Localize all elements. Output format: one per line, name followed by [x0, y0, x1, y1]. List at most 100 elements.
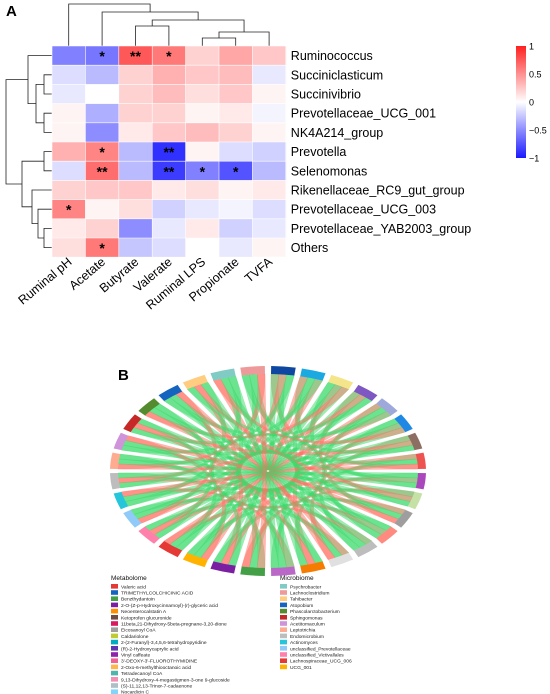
legend-swatch: [280, 627, 287, 632]
legend-swatch: [111, 646, 118, 651]
legend-label: Atopobium: [290, 603, 313, 609]
legend-label: Leptotrichia: [290, 628, 316, 634]
legend-label: Nocardicin C: [121, 690, 149, 694]
legend-label: (R)-2-Hydroxycaprylic acid: [121, 646, 179, 652]
heatmap-cell: [252, 161, 287, 181]
chord-segment: [123, 414, 142, 433]
legend-swatch: [280, 608, 287, 614]
heatmap-cell: [219, 103, 253, 124]
legend-label: Phascolarctobacterium: [290, 609, 340, 615]
heatmap-cell: [118, 218, 153, 239]
row-label: Prevotellaceae_YAB2003_group: [291, 222, 472, 236]
legend-label: Endomicrobium: [290, 634, 324, 640]
heatmap-cell: [185, 122, 220, 143]
heatmap-cell: [252, 180, 287, 200]
metabolome-legend: Metabolome Valeric acidTRIMETHYLCOLCHICIN…: [111, 575, 230, 694]
chord-segment: [394, 509, 413, 528]
legend-label: UCG_001: [290, 665, 312, 671]
dendrogram-branch: [35, 84, 44, 124]
heatmap-cell: [85, 161, 120, 181]
heatmap-cell: [118, 46, 153, 66]
row-label: Prevotellaceae_UCG_001: [291, 107, 436, 121]
heatmap-cell: [152, 103, 186, 124]
row-label: NK4A214_group: [291, 126, 383, 140]
significance-star: *: [99, 144, 105, 160]
heatmap-cell: [219, 84, 253, 104]
legend-label: 2-(2-Furanyl)-3,4,5,6-tetrahydropyridine: [121, 640, 207, 646]
chord-segment: [394, 414, 413, 433]
chord-segment: [407, 432, 423, 451]
heatmap-cell: [85, 65, 120, 85]
legend-swatch: [280, 664, 287, 670]
heatmap-cell: [219, 161, 253, 181]
microbiome-legend: Microbiome PsychrobacterLachnoclostridium…: [280, 575, 352, 671]
legend-label: Tahibacter: [290, 597, 313, 603]
heatmap-cell: [252, 199, 287, 220]
heatmap-cell: [185, 65, 220, 85]
significance-star: *: [99, 240, 105, 256]
heatmap-cell: [152, 46, 186, 66]
heatmap-cell: [219, 199, 253, 220]
legend-label: Vinyl caffeate: [121, 653, 150, 659]
chord-segment: [110, 452, 121, 470]
row-dendrogram: [5, 55, 52, 248]
legend-label: Actinomyces: [290, 640, 318, 646]
legend-swatch: [111, 652, 118, 657]
column-labels: Ruminal pHAcetateButyrateValerateRuminal…: [16, 254, 276, 312]
colorbar-tick-label: 0.5: [529, 70, 542, 80]
significance-star: **: [130, 48, 141, 64]
positive-correlation-link: [130, 435, 411, 515]
significance-star: *: [66, 202, 72, 218]
legend-label: Lachnoclostridium: [290, 591, 329, 597]
chord-links: [117, 373, 419, 569]
chord-segment: [138, 526, 160, 544]
row-label: Selenomonas: [291, 164, 367, 178]
heatmap-panel: * ** ** **** ** * *** RuminococcusSucciniclast…: [5, 3, 547, 312]
heatmap-cell: [52, 218, 86, 239]
chord-segment: [328, 374, 354, 390]
heatmap-cell: [118, 142, 153, 162]
negative-correlation-link: [125, 435, 406, 515]
legend-label: Tetradecanoyl CoA: [121, 671, 163, 677]
positive-correlation-link: [227, 376, 295, 568]
colorbar-scale: [516, 46, 526, 158]
legend-label: Ketoprofen glucuronide: [121, 615, 172, 621]
heatmap-cell: [52, 46, 86, 66]
legend-label: Eicosanoyl CoA: [121, 628, 156, 634]
significance-star: *: [200, 163, 206, 179]
chord-segment: [123, 509, 142, 528]
legend-swatch: [280, 615, 287, 620]
chord-segment: [158, 540, 183, 558]
heatmap-cell: [85, 46, 120, 66]
dendrogram-branch: [68, 3, 151, 46]
legend-label: 2-Oxo-6-methylthiooctanoic acid: [121, 665, 191, 671]
dendrogram-branch: [21, 160, 44, 208]
heatmap-cell: [219, 180, 253, 200]
significance-star: *: [99, 48, 105, 64]
dendrogram-branch: [31, 189, 52, 224]
chord-segment: [210, 368, 236, 381]
heatmap-cell: [252, 65, 287, 85]
heatmap-cell: [85, 84, 120, 104]
dendrogram-branch: [43, 151, 52, 172]
legend-label: Caldariolone: [121, 634, 149, 640]
dendrogram-branch: [43, 112, 52, 133]
colorbar-tick-label: −0.5: [529, 126, 547, 136]
heatmap-cell: [118, 84, 153, 104]
heatmap-cells: [51, 45, 287, 258]
chord-segment: [158, 384, 183, 402]
chord-segment: [353, 384, 378, 402]
chord-segment: [138, 398, 160, 416]
heatmap-cell: [185, 142, 220, 162]
dendrogram-branch: [101, 11, 199, 46]
chord-segment: [376, 398, 398, 416]
legend-swatch: [111, 658, 118, 663]
legend-swatch: [280, 602, 287, 608]
dendrogram-branch: [135, 25, 170, 46]
chord-segment: [270, 366, 296, 376]
legend-swatch: [111, 627, 118, 632]
row-labels: Ruminococcus Succiniclasticum Succinivibri…: [291, 49, 472, 255]
legend-swatch: [111, 670, 118, 676]
heatmap-cell: [85, 103, 120, 124]
legend-label: Acetitomaculum: [290, 622, 325, 628]
